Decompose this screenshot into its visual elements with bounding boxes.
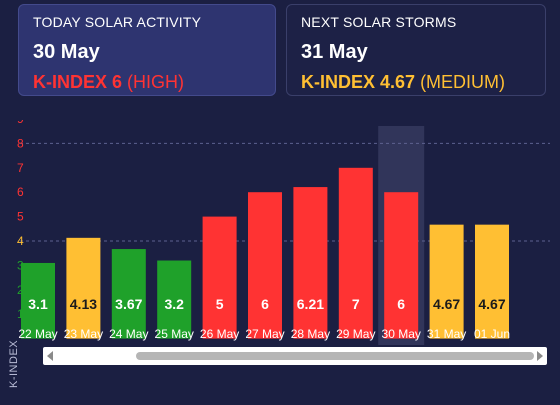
bar-value-label: 6 <box>261 296 269 312</box>
next-card-label: NEXT SOLAR STORMS <box>301 14 457 30</box>
bar <box>157 260 192 339</box>
x-tick-label: 31 May <box>427 327 466 341</box>
scroll-left-arrow-icon[interactable] <box>47 351 53 361</box>
x-tick-label: 22 May <box>18 327 57 341</box>
bar-value-label: 5 <box>216 296 224 312</box>
bar <box>202 216 237 339</box>
bar-value-label: 6.21 <box>297 296 324 312</box>
y-axis-label: K-INDEX <box>8 339 20 388</box>
today-kindex: K-INDEX 6 (HIGH) <box>33 72 261 93</box>
today-card-label: TODAY SOLAR ACTIVITY <box>33 14 202 30</box>
y-tick-label: 2 <box>17 283 24 297</box>
bar-value-label: 3.1 <box>28 296 48 312</box>
today-solar-activity-card: TODAY SOLAR ACTIVITY 30 May K-INDEX 6 (H… <box>18 4 276 96</box>
next-kindex-value: K-INDEX 4.67 <box>301 72 416 92</box>
x-tick-label: 24 May <box>109 327 148 341</box>
x-tick-label: 28 May <box>291 327 330 341</box>
bar-value-label: 3.2 <box>164 296 184 312</box>
next-kindex-level: (MEDIUM) <box>420 72 506 92</box>
chart-horizontal-scrollbar[interactable] <box>43 347 547 365</box>
y-tick-label: 4 <box>17 234 24 248</box>
x-tick-label: 26 May <box>200 327 239 341</box>
x-tick-label: 25 May <box>155 327 194 341</box>
bar <box>248 192 282 339</box>
bar-value-label: 4.67 <box>433 296 460 312</box>
bar-value-label: 3.67 <box>115 296 142 312</box>
bar <box>475 224 509 339</box>
today-date: 30 May <box>33 41 100 63</box>
x-tick-label: 23 May <box>64 327 103 341</box>
bar <box>384 192 419 339</box>
x-tick-label: 01 Jun <box>474 327 510 341</box>
scroll-right-arrow-icon[interactable] <box>537 351 543 361</box>
y-tick-label: 6 <box>17 185 24 199</box>
y-tick-label: 1 <box>17 307 24 321</box>
today-kindex-value: K-INDEX 6 <box>33 72 123 92</box>
kindex-bar-chart: 1 2 3 4 5 6 7 8 9 3.1 22 May 4.13 23 May 3.67 24 May 3.… <box>17 120 550 345</box>
today-kindex-level: (HIGH) <box>127 72 185 92</box>
bar-value-label: 7 <box>352 296 360 312</box>
next-solar-storms-card: NEXT SOLAR STORMS 31 May K-INDEX 4.67 (M… <box>286 4 546 96</box>
next-date: 31 May <box>301 41 368 63</box>
bar <box>293 187 328 339</box>
bar <box>111 249 146 339</box>
bar-value-label: 4.67 <box>478 296 505 312</box>
bar-value-label: 6 <box>397 296 405 312</box>
bar <box>66 237 101 339</box>
y-tick-label: 5 <box>17 210 24 224</box>
y-tick-label: 8 <box>17 136 24 150</box>
x-tick-label: 29 May <box>336 327 375 341</box>
bar <box>338 167 373 339</box>
x-tick-label: 27 May <box>245 327 284 341</box>
x-tick-label: 30 May <box>382 327 421 341</box>
bar <box>429 224 464 339</box>
y-tick-label: 9 <box>17 120 24 126</box>
y-tick-label: 7 <box>17 161 24 175</box>
scrollbar-thumb[interactable] <box>136 352 534 360</box>
bar-value-label: 4.13 <box>70 296 97 312</box>
bar <box>21 262 55 339</box>
next-kindex: K-INDEX 4.67 (MEDIUM) <box>301 72 531 93</box>
y-tick-label: 3 <box>17 258 24 272</box>
